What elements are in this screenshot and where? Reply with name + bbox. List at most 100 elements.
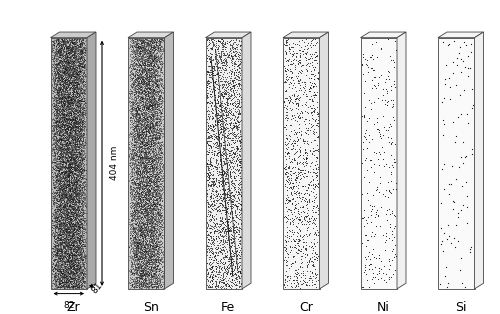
Point bbox=[59, 261, 67, 266]
Point bbox=[67, 111, 75, 116]
Point bbox=[148, 206, 156, 211]
Point bbox=[137, 280, 145, 285]
Point bbox=[66, 125, 74, 130]
Point bbox=[156, 198, 164, 203]
Point bbox=[138, 123, 145, 128]
Point bbox=[58, 72, 66, 77]
Point bbox=[152, 133, 160, 138]
Point bbox=[210, 231, 218, 236]
Point bbox=[62, 213, 70, 218]
Point bbox=[50, 112, 58, 117]
Point bbox=[156, 192, 164, 197]
Point bbox=[67, 63, 75, 68]
Point bbox=[58, 271, 66, 276]
Point bbox=[70, 279, 78, 284]
Point bbox=[152, 216, 160, 221]
Point bbox=[57, 189, 65, 194]
Point bbox=[155, 175, 163, 180]
Point bbox=[211, 203, 219, 208]
Point bbox=[58, 89, 66, 94]
Point bbox=[52, 252, 60, 257]
Point bbox=[144, 127, 152, 132]
Point bbox=[132, 130, 140, 135]
Point bbox=[61, 285, 69, 290]
Point bbox=[67, 59, 75, 64]
Point bbox=[236, 153, 244, 158]
Point bbox=[150, 156, 158, 161]
Point bbox=[66, 261, 74, 266]
Point bbox=[68, 222, 76, 227]
Point bbox=[234, 63, 242, 68]
Point bbox=[144, 274, 152, 279]
Point bbox=[282, 161, 290, 166]
Point bbox=[148, 230, 156, 236]
Point bbox=[142, 140, 150, 145]
Point bbox=[217, 153, 225, 158]
Point bbox=[136, 165, 144, 170]
Point bbox=[152, 207, 160, 212]
Point bbox=[59, 239, 67, 244]
Point bbox=[60, 101, 68, 106]
Point bbox=[68, 169, 76, 174]
Point bbox=[52, 112, 60, 117]
Point bbox=[68, 149, 76, 154]
Point bbox=[79, 227, 87, 232]
Point bbox=[128, 188, 136, 193]
Point bbox=[76, 264, 84, 269]
Point bbox=[70, 227, 78, 232]
Point bbox=[72, 149, 80, 154]
Point bbox=[134, 88, 142, 93]
Point bbox=[132, 252, 140, 257]
Point bbox=[222, 112, 230, 117]
Point bbox=[140, 179, 148, 184]
Point bbox=[149, 219, 157, 224]
Point bbox=[128, 80, 136, 85]
Point bbox=[136, 63, 144, 68]
Point bbox=[80, 87, 88, 92]
Point bbox=[60, 145, 68, 150]
Point bbox=[54, 280, 62, 285]
Point bbox=[158, 70, 166, 75]
Point bbox=[64, 166, 72, 171]
Point bbox=[152, 191, 160, 196]
Point bbox=[70, 75, 78, 80]
Point bbox=[51, 231, 59, 236]
Point bbox=[56, 259, 64, 264]
Point bbox=[219, 224, 227, 229]
Point bbox=[155, 245, 163, 250]
Point bbox=[234, 196, 242, 201]
Point bbox=[68, 241, 76, 246]
Point bbox=[136, 48, 144, 53]
Point bbox=[77, 54, 85, 59]
Point bbox=[75, 200, 83, 205]
Point bbox=[138, 270, 146, 275]
Point bbox=[70, 85, 78, 90]
Point bbox=[71, 43, 79, 48]
Point bbox=[149, 40, 157, 45]
Point bbox=[218, 126, 226, 131]
Point bbox=[216, 201, 224, 206]
Point bbox=[136, 67, 144, 72]
Point bbox=[152, 51, 160, 56]
Point bbox=[55, 116, 63, 121]
Point bbox=[296, 167, 304, 172]
Point bbox=[134, 82, 142, 87]
Point bbox=[126, 211, 134, 216]
Point bbox=[226, 174, 234, 179]
Point bbox=[60, 135, 68, 140]
Point bbox=[149, 63, 157, 68]
Point bbox=[152, 87, 160, 92]
Point bbox=[215, 142, 223, 147]
Point bbox=[59, 48, 67, 53]
Point bbox=[141, 67, 149, 72]
Point bbox=[208, 136, 216, 141]
Point bbox=[54, 92, 62, 97]
Point bbox=[204, 39, 212, 44]
Point bbox=[156, 53, 164, 58]
Point bbox=[156, 100, 164, 106]
Point bbox=[64, 284, 72, 289]
Point bbox=[145, 177, 153, 182]
Point bbox=[132, 70, 140, 75]
Point bbox=[144, 105, 152, 110]
Point bbox=[210, 179, 218, 184]
